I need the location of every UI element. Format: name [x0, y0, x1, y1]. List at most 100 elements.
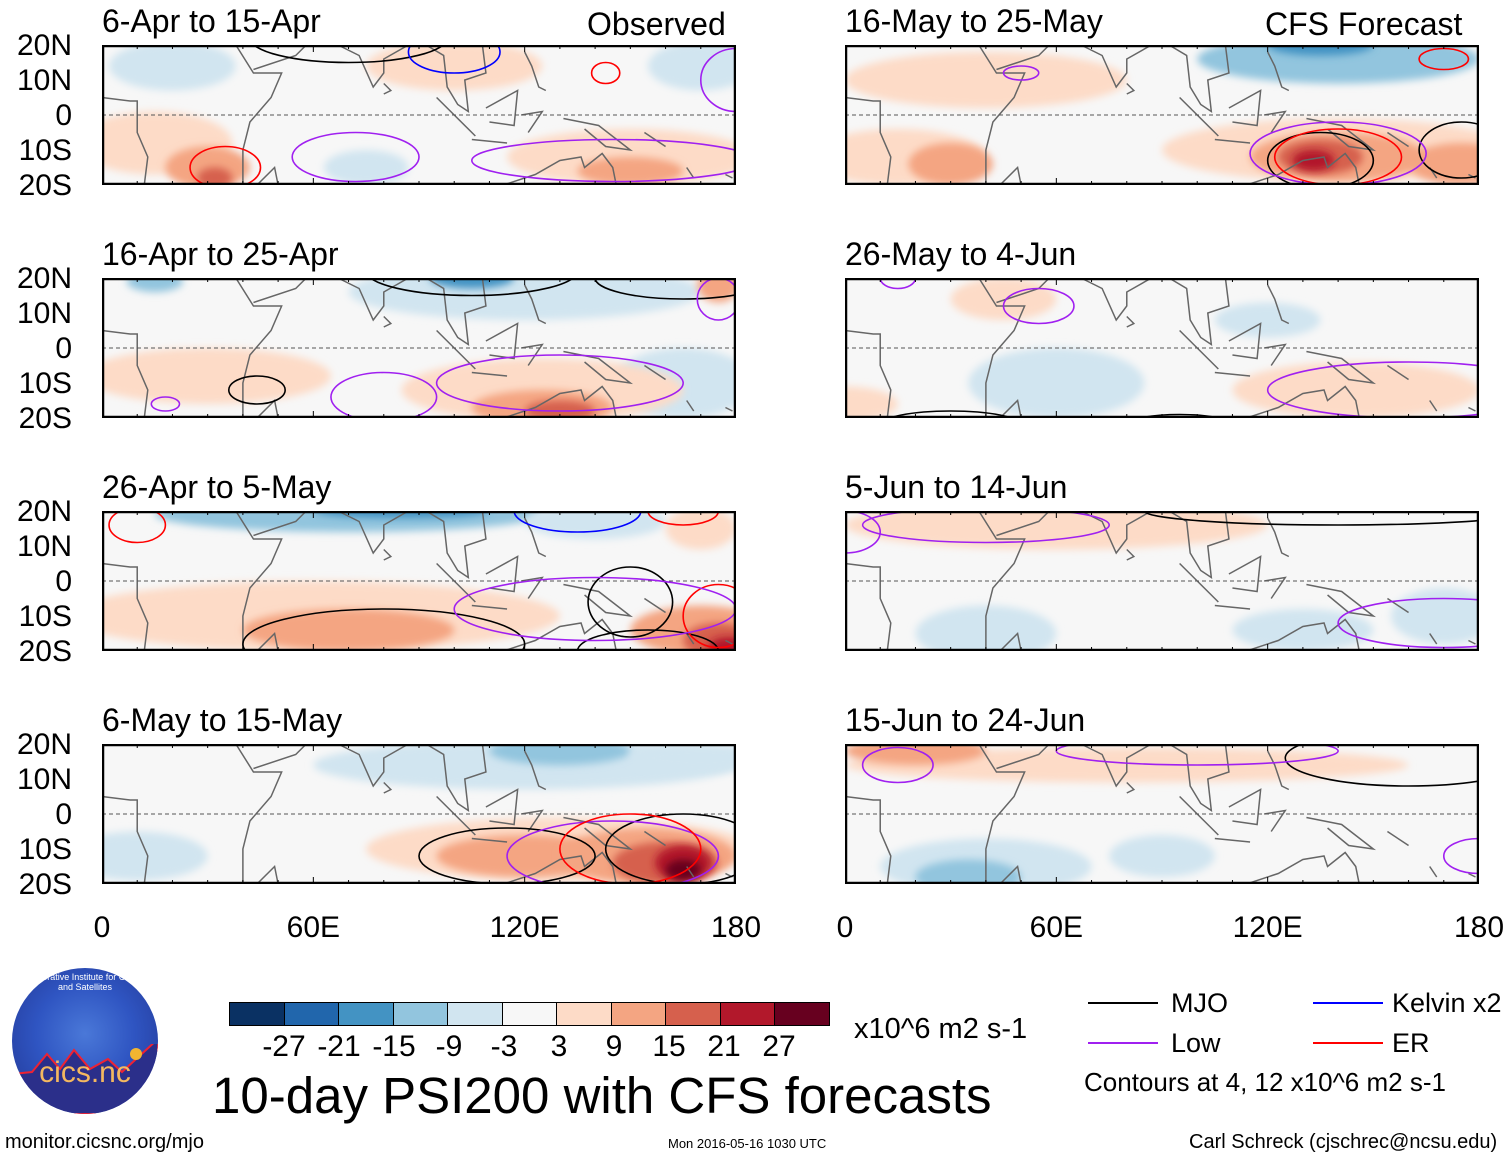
panel-title: 5-Jun to 14-Jun	[845, 469, 1068, 505]
coastline	[102, 795, 149, 884]
coastline	[471, 371, 508, 377]
anomaly-shading	[968, 348, 1145, 418]
coastline	[978, 45, 1026, 185]
colorbar-swatch	[611, 1003, 666, 1025]
coastline	[256, 165, 279, 185]
anomaly-shading	[1232, 362, 1479, 418]
map-panel	[845, 278, 1479, 418]
colorbar-swatch	[502, 1003, 557, 1025]
contour-mjo	[1266, 131, 1375, 185]
contour-er	[108, 511, 167, 544]
colorbar-tick: 21	[707, 1030, 741, 1063]
panel-title: 26-Apr to 5-May	[102, 469, 332, 505]
coastline	[436, 96, 476, 137]
map-frame	[845, 45, 1479, 185]
coastline	[1246, 385, 1360, 418]
contour-mjo	[587, 566, 674, 638]
coastline	[1080, 45, 1152, 89]
coastline	[1306, 583, 1377, 618]
contour-mjo	[604, 813, 736, 884]
coastline	[725, 406, 733, 412]
contour-mjo	[576, 629, 720, 651]
anomaly-shading	[577, 157, 684, 185]
map-content	[102, 511, 736, 651]
lat-label: 0	[55, 99, 72, 132]
anomaly-shading	[126, 278, 184, 292]
coastline	[436, 329, 476, 370]
lat-label: 0	[55, 565, 72, 598]
anomaly-shading	[348, 278, 701, 320]
coastline	[1179, 562, 1219, 603]
coastline	[1126, 781, 1136, 794]
colorbar-swatch	[720, 1003, 775, 1025]
coastline	[1080, 278, 1152, 322]
coastline	[1126, 82, 1136, 95]
coastline	[1246, 618, 1360, 651]
coastline	[235, 511, 283, 651]
contour-note: Contours at 4, 12 x10^6 m2 s-1	[1084, 1067, 1446, 1097]
anomaly-shading	[845, 52, 1127, 108]
colorbar-tick: -9	[435, 1030, 463, 1063]
lat-label: 20N	[16, 495, 72, 528]
colorbar-tick: 15	[652, 1030, 686, 1063]
coastline	[1387, 131, 1409, 148]
contour-er	[1273, 128, 1403, 185]
coastline	[253, 278, 307, 304]
lon-label: 180	[710, 911, 762, 944]
colorbar-tick: 9	[605, 1030, 623, 1063]
map-frame	[845, 511, 1479, 651]
coastline	[503, 385, 617, 418]
map-frame	[102, 45, 736, 185]
coastline	[1387, 830, 1409, 847]
coastline	[996, 45, 1050, 71]
coastline	[1264, 343, 1287, 366]
footer-timestamp: Mon 2016-05-16 1030 UTC	[668, 1136, 827, 1151]
anomaly-shading	[665, 511, 736, 550]
lat-label: 20S	[18, 402, 72, 435]
contour-low	[435, 354, 684, 412]
coastline	[102, 562, 149, 651]
legend-label-low: Low	[1171, 1028, 1221, 1058]
map-content	[845, 744, 1479, 884]
coastline	[1168, 278, 1230, 347]
colorbar-swatch	[448, 1003, 503, 1025]
coastline	[436, 795, 476, 836]
map-frame	[102, 511, 736, 651]
map-content	[845, 45, 1479, 185]
lat-label: 10N	[16, 763, 72, 796]
coastline	[1179, 329, 1219, 370]
coastline	[235, 278, 283, 418]
anomaly-shading	[630, 744, 736, 772]
panel-title: 6-May to 15-May	[102, 702, 343, 738]
coastline	[1080, 744, 1152, 788]
lat-label: 10S	[18, 600, 72, 633]
lat-label: 10N	[16, 297, 72, 330]
coastline	[471, 138, 508, 144]
coastline	[686, 167, 695, 179]
anomaly-shading	[845, 386, 898, 418]
legend-label-kelvin: Kelvin x2	[1392, 988, 1502, 1018]
coastline	[337, 278, 409, 322]
colorbar-tick: 27	[762, 1030, 796, 1063]
footer-url[interactable]: monitor.cicsnc.org/mjo	[5, 1131, 204, 1153]
anomaly-shading	[323, 150, 409, 185]
contour-mjo	[369, 278, 575, 297]
coastline	[1126, 315, 1136, 328]
colorbar-swatch	[393, 1003, 448, 1025]
coastline	[425, 278, 487, 347]
contour-er	[590, 61, 621, 85]
coastline	[425, 744, 487, 813]
contour-er	[682, 583, 736, 649]
coastline	[1264, 576, 1287, 599]
panel-title: 26-May to 4-Jun	[845, 236, 1077, 272]
lat-label: 0	[55, 332, 72, 365]
lon-label: 120E	[1232, 911, 1303, 944]
coastline	[563, 117, 634, 152]
anomaly-shading	[102, 831, 208, 881]
coastline	[1306, 117, 1377, 152]
coastline	[1179, 795, 1219, 836]
map-panel	[102, 744, 736, 884]
lat-label: 20S	[18, 868, 72, 901]
coastline	[1266, 750, 1290, 791]
map-panel	[102, 511, 736, 651]
